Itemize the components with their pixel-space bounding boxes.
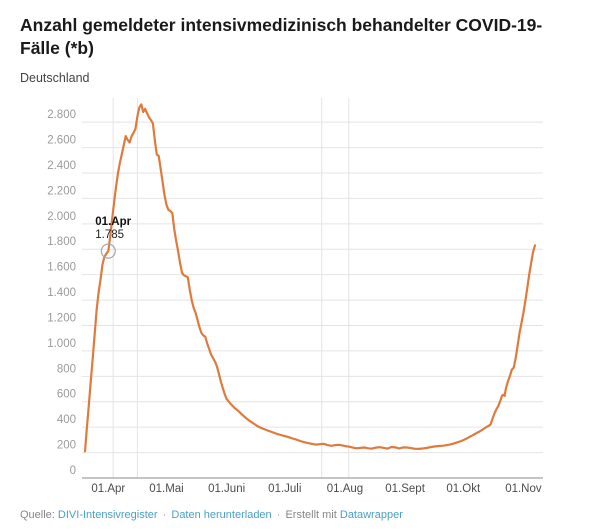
y-tick-label: 1.400 [47,287,76,299]
footer-separator: · [276,508,281,521]
annotation-marker-circle [100,243,116,259]
source-label: Quelle: [20,508,55,521]
y-tick-label: 1.600 [47,261,76,273]
x-tick-label: 01.Juni [208,483,245,495]
y-tick-label: 200 [57,439,76,451]
y-tick-label: 1.000 [47,337,76,349]
y-tick-label: 2.400 [47,160,76,172]
chart-card: Anzahl gemeldeter intensivmedizinisch be… [20,15,580,521]
y-tick-label: 1.800 [47,236,76,248]
y-tick-label: 2.200 [47,185,76,197]
x-tick-label: 01.Juli [268,483,301,495]
y-tick-label: 2.600 [47,134,76,146]
y-tick-label: 1.200 [47,312,76,324]
annotation-date-label: 01.Apr [95,216,131,228]
x-tick-label: 01.Okt [446,483,481,495]
y-tick-label: 0 [70,465,76,477]
datawrapper-link[interactable]: Datawrapper [339,508,403,521]
line-chart: 0 200 400 600 800 1.000 1.200 1.400 1.600 1.800 2.… [47,97,543,495]
y-tick-label: 2.000 [47,210,76,222]
footer-separator: · [162,508,167,521]
y-tick-label: 2.800 [47,109,76,121]
y-tick-label: 800 [57,363,76,375]
covid-icu-line-series [83,102,537,452]
download-link[interactable]: Daten herunterladen [171,508,272,521]
x-tick-label: 01.Nov [505,483,542,495]
x-tick-label: 01.Apr [91,483,125,495]
chart-title: Anzahl gemeldeter intensivmedizinisch be… [20,15,543,59]
x-tick-label: 01.Aug [327,483,363,495]
x-tick-label: 01.Sept [385,483,425,495]
y-tick-label: 600 [57,388,76,400]
x-tick-label: 01.Mai [149,483,184,495]
chart-footer: Quelle: DIVI-Intensivregister · Daten he… [20,509,580,521]
created-with-label: Erstellt mit [285,508,337,521]
source-link[interactable]: DIVI-Intensivregister [57,508,158,521]
annotation-value-label: 1.785 [95,229,124,241]
y-tick-label: 400 [57,414,76,426]
chart-subtitle: Deutschland [20,70,90,85]
